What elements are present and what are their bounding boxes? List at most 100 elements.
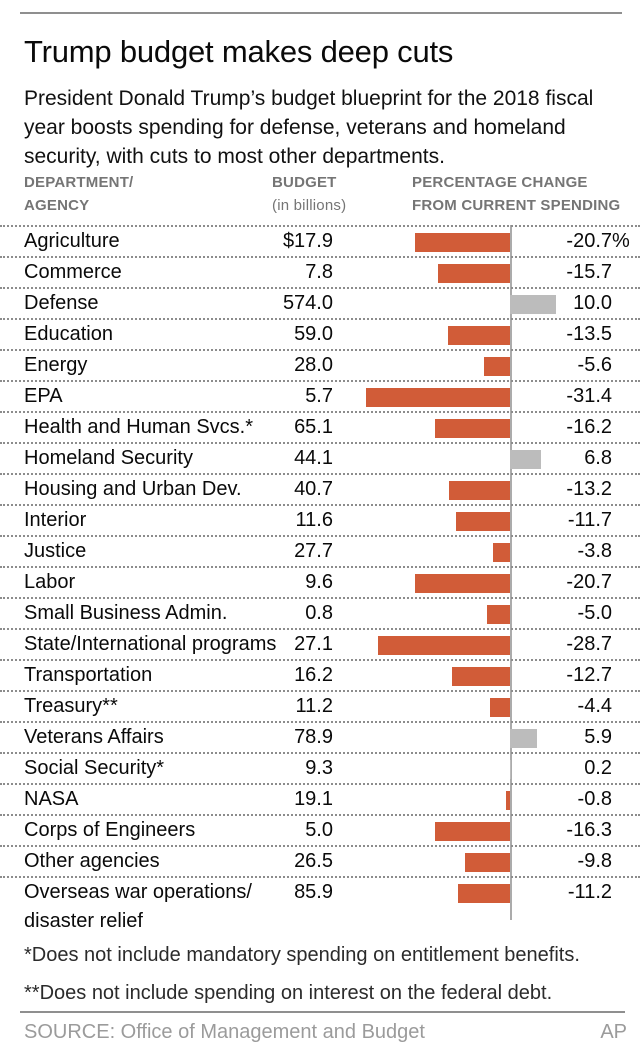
table-row: Labor 9.6 -20.7 xyxy=(0,566,640,597)
department-name: Commerce xyxy=(24,261,122,283)
percentage-value: -20.7% xyxy=(532,227,629,256)
percentage-value: 5.9 xyxy=(532,723,612,752)
column-header-budget: BUDGET (in billions) xyxy=(272,171,346,217)
footnote-1: *Does not include mandatory spending on … xyxy=(24,944,580,966)
percentage-value: -20.7 xyxy=(532,568,612,597)
percentage-value: 6.8 xyxy=(532,444,612,473)
table-row: Health and Human Svcs.* 65.1 -16.2 xyxy=(0,411,640,442)
change-bar xyxy=(414,574,510,593)
change-bar xyxy=(377,636,510,655)
credit-text: AP xyxy=(600,1021,627,1043)
department-name: Overseas war operations/ disaster relief xyxy=(24,881,252,932)
source-line: SOURCE: Office of Management and Budget … xyxy=(24,1021,627,1044)
percentage-number: -3.8 xyxy=(577,540,612,562)
change-bar xyxy=(510,295,556,314)
column-header-budget-unit: (in billions) xyxy=(272,197,347,214)
column-header-department: DEPARTMENT/ AGENCY xyxy=(24,171,133,217)
budget-value: 78.9 xyxy=(294,726,333,748)
table-row: Commerce 7.8 -15.7 xyxy=(0,256,640,287)
percentage-number: -11.7 xyxy=(567,509,612,531)
percentage-value: -13.5 xyxy=(532,320,612,349)
percentage-value: -11.7 xyxy=(532,506,612,535)
table-row: Education 59.0 -13.5 xyxy=(0,318,640,349)
percentage-value: -4.4 xyxy=(532,692,612,721)
budget-value: 5.0 xyxy=(305,819,333,841)
percentage-value: -3.8 xyxy=(532,537,612,566)
percentage-value: -5.0 xyxy=(532,599,612,628)
department-name: Veterans Affairs xyxy=(24,726,164,748)
chart-rows: Agriculture $17.9 -20.7% Commerce 7.8 -1… xyxy=(0,225,640,938)
change-bar xyxy=(414,233,510,252)
zero-axis-line xyxy=(510,225,512,920)
budget-value: 59.0 xyxy=(294,323,333,345)
percentage-number: -13.2 xyxy=(566,478,612,500)
budget-value: 0.8 xyxy=(305,602,333,624)
column-header-department-line1: DEPARTMENT/ xyxy=(24,174,134,191)
budget-value: 85.9 xyxy=(294,881,333,903)
budget-value: 40.7 xyxy=(294,478,333,500)
department-name: Energy xyxy=(24,354,88,376)
percentage-value: -13.2 xyxy=(532,475,612,504)
budget-value: 27.7 xyxy=(294,540,333,562)
change-bar xyxy=(510,450,542,469)
change-bar xyxy=(451,667,510,686)
chart-description: President Donald Trump’s budget blueprin… xyxy=(24,87,594,168)
budget-value: $17.9 xyxy=(282,230,333,252)
change-bar xyxy=(365,388,510,407)
percentage-value: -12.7 xyxy=(532,661,612,690)
percentage-number: -12.7 xyxy=(566,664,612,686)
percentage-number: -15.7 xyxy=(566,261,612,283)
percentage-number: -31.4 xyxy=(566,385,612,407)
source-divider-rule xyxy=(20,1011,625,1013)
department-name: Treasury** xyxy=(24,695,118,717)
percentage-value: -16.2 xyxy=(532,413,612,442)
table-row: Treasury** 11.2 -4.4 xyxy=(0,690,640,721)
change-bar xyxy=(437,264,510,283)
percentage-number: -13.5 xyxy=(566,323,612,345)
budget-value: 9.6 xyxy=(305,571,333,593)
change-bar xyxy=(506,791,510,810)
budget-value: 44.1 xyxy=(294,447,333,469)
change-bar xyxy=(447,326,510,345)
percentage-value: -28.7 xyxy=(532,630,612,659)
department-name: Education xyxy=(24,323,113,345)
department-name: Small Business Admin. xyxy=(24,602,228,624)
change-bar xyxy=(464,853,510,872)
top-rule xyxy=(20,12,622,14)
budget-value: 9.3 xyxy=(305,757,333,779)
change-bar xyxy=(487,605,510,624)
department-name: Labor xyxy=(24,571,76,593)
change-bar xyxy=(489,698,510,717)
percentage-number: -16.2 xyxy=(566,416,612,438)
percentage-value: -15.7 xyxy=(532,258,612,287)
column-header-percentage-line1: PERCENTAGE CHANGE xyxy=(412,174,588,191)
percentage-number: -5.6 xyxy=(577,354,612,376)
table-row: Defense 574.0 10.0 xyxy=(0,287,640,318)
table-row: Corps of Engineers 5.0 -16.3 xyxy=(0,814,640,845)
change-bar xyxy=(492,543,510,562)
department-name: Housing and Urban Dev. xyxy=(24,478,242,500)
table-row: Housing and Urban Dev. 40.7 -13.2 xyxy=(0,473,640,504)
table-row: Small Business Admin. 0.8 -5.0 xyxy=(0,597,640,628)
table-row: EPA 5.7 -31.4 xyxy=(0,380,640,411)
department-name: Homeland Security xyxy=(24,447,193,469)
percentage-number: -20.7 xyxy=(566,230,612,252)
percentage-number: -11.2 xyxy=(567,881,612,903)
department-name: Defense xyxy=(24,292,99,314)
department-name: Corps of Engineers xyxy=(24,819,196,841)
department-name: Agriculture xyxy=(24,230,120,252)
department-name: Transportation xyxy=(24,664,153,686)
budget-value: 11.2 xyxy=(295,695,333,717)
change-bar xyxy=(510,729,538,748)
change-bar xyxy=(449,481,510,500)
table-row: Energy 28.0 -5.6 xyxy=(0,349,640,380)
percentage-value: -16.3 xyxy=(532,816,612,845)
table-row: NASA 19.1 -0.8 xyxy=(0,783,640,814)
percentage-value: -5.6 xyxy=(532,351,612,380)
table-row: Interior 11.6 -11.7 xyxy=(0,504,640,535)
percentage-number: -4.4 xyxy=(577,695,612,717)
footnote-2: **Does not include spending on interest … xyxy=(24,982,553,1004)
budget-value: 65.1 xyxy=(294,416,333,438)
department-name: EPA xyxy=(24,385,63,407)
budget-value: 16.2 xyxy=(294,664,333,686)
